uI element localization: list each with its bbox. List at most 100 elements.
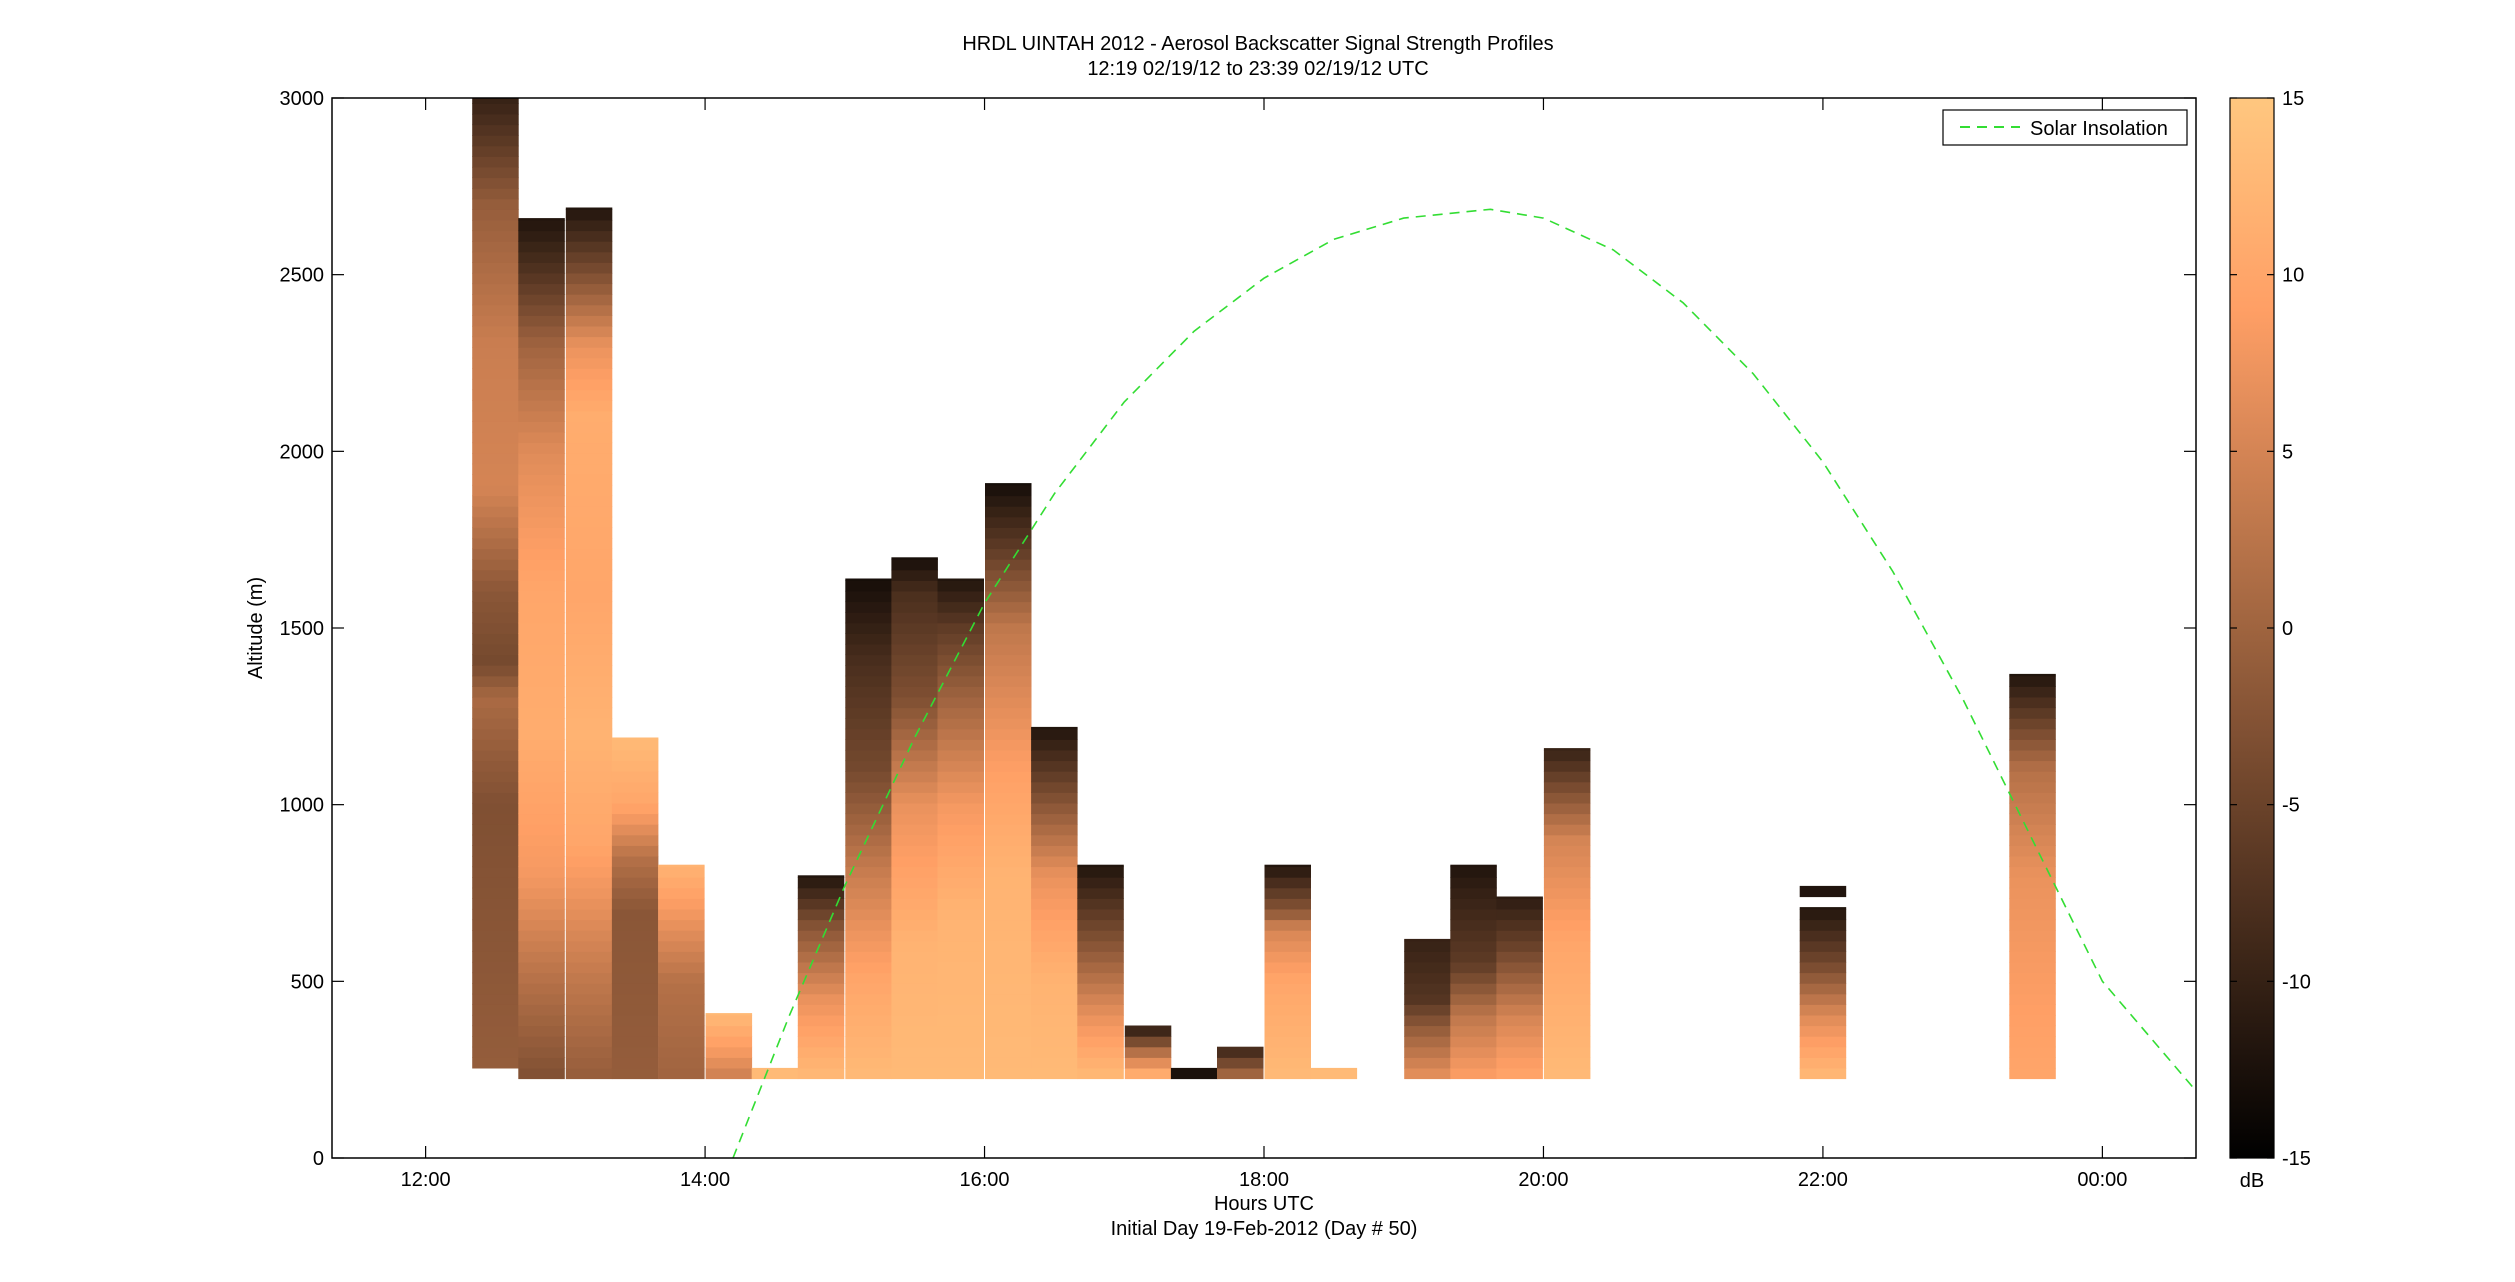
profile-cell [797,972,845,984]
y-axis: 0 500 1000 1500 2000 2500 3000 [280,88,2196,1170]
profile-cell [518,559,565,571]
profile-column [2009,673,2056,1080]
profile-cell [565,877,613,889]
profile-cell [1031,1046,1078,1058]
profile-cell [845,1036,892,1048]
profile-cell [1450,1025,1497,1037]
profile-cell [845,612,892,624]
profile-cell [518,1046,565,1058]
profile-cell [518,622,565,634]
profile-cell [2009,1014,2056,1027]
profile-cell [845,696,892,709]
profile-column [845,578,892,1080]
profile-cell [518,527,565,539]
profile-cell [472,251,519,263]
profile-cell [1031,898,1078,910]
profile-cell [1217,1067,1264,1080]
profile-cell [518,325,565,338]
profile-cell [472,718,519,730]
profile-cell [611,834,659,846]
profile-cell [891,866,938,878]
profile-cell [2009,760,2056,772]
profile-cell [1496,940,1543,952]
profile-cell [1264,951,1311,963]
profile-cell [611,771,659,783]
profile-cell [1543,1014,1591,1027]
profile-cell [1031,908,1078,921]
profile-cell [1799,1057,1847,1069]
profile-cell [1031,1057,1078,1069]
profile-cell [1496,1004,1543,1016]
profile-cell [985,569,1032,581]
profile-cell [472,156,519,168]
profile-cell [611,993,659,1005]
profile-cell [565,527,613,539]
profile-cell [891,824,938,836]
profile-cell [658,1046,705,1058]
profile-cell [1031,760,1078,772]
profile-cell [891,887,938,899]
profile-cell [518,824,565,836]
profile-cell [518,241,565,253]
profile-cell [472,241,519,253]
profile-cell [1077,1014,1124,1027]
profile-cell [1031,1025,1078,1037]
profile-cell [472,633,519,645]
profile-cell [565,283,613,295]
profile-cell [845,845,892,857]
profile-cell [845,1057,892,1069]
profile-cell [2009,781,2056,793]
profile-cell [985,1067,1032,1080]
y-axis-label: Altitude (m) [245,577,267,679]
colorbar [2229,97,2275,1159]
profile-cell [985,908,1032,921]
profile-cell [1496,896,1543,899]
profile-cell [472,1036,519,1048]
profile-cell [1264,961,1311,974]
y-tick-label: 0 [313,1148,324,1170]
profile-cell [937,845,984,857]
profile-cell [937,866,984,878]
profile-cell [1450,1004,1497,1016]
profile-cell [1543,1046,1591,1058]
profile-cell [1404,1036,1451,1048]
profile-cell [985,919,1032,931]
profile-column [705,1013,753,1080]
profile-cell [937,760,984,772]
profile-cell [985,930,1032,942]
profile-cell [1264,1036,1311,1048]
profile-cell [1799,972,1847,984]
profile-cell [518,336,565,348]
profile-cell [1404,1004,1451,1016]
profile-cell [1217,1057,1264,1069]
profile-cell [1077,908,1124,921]
profile-cell [518,665,565,677]
profile-cell [891,771,938,783]
profile-cell [1450,1046,1497,1058]
profile-cell [845,580,892,592]
profile-cell [472,866,519,878]
profile-cell [705,1036,753,1048]
profile-cell [1496,908,1543,921]
profile-cell [472,749,519,762]
profile-cell [985,749,1032,762]
profile-cell [845,898,892,910]
profile-cell [518,272,565,285]
profile-cell [518,972,565,984]
profile-cell [1450,1014,1497,1027]
profile-cell [2009,961,2056,974]
profile-cell [1799,961,1847,974]
profile-cell [1496,1014,1543,1027]
profile-cell [985,760,1032,772]
profile-column [1404,938,1451,1080]
profile-cell [891,1067,938,1080]
profile-cell [985,972,1032,984]
profile-cell [611,983,659,995]
profile-cell [797,908,845,921]
profile-cell [658,877,705,889]
profile-cell [891,855,938,868]
profile-cell [985,601,1032,613]
profile-cell [518,347,565,359]
profile-cell [2009,813,2056,825]
profile-cell [705,1046,753,1058]
